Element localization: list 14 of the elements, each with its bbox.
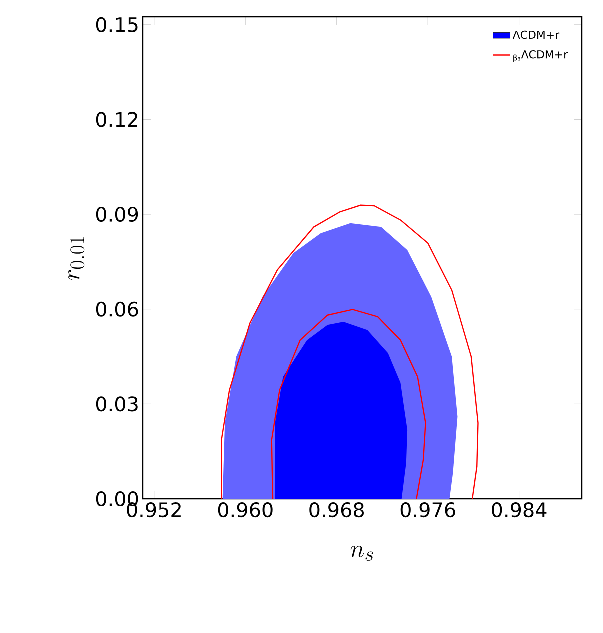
y-tick-label: 0.12 [96, 112, 138, 128]
y-axis-title: $r_{0.01}$ [68, 237, 85, 280]
y-tick-label: 0.15 [96, 17, 138, 32]
x-tick-label: 0.984 [492, 502, 547, 518]
x-tick-label: 0.968 [310, 502, 364, 518]
y-tick-label: 0.06 [96, 302, 138, 317]
legend-label: $_{β₃}$ΛCDM+r [514, 50, 568, 62]
x-axis-title: $n_s$ [350, 546, 374, 562]
x-tick-label: 0.960 [218, 502, 273, 518]
legend-label: ΛCDM+r [512, 30, 560, 40]
line-series [271, 309, 426, 499]
x-tick-label: 0.976 [400, 502, 456, 518]
y-tick-label: 0.03 [96, 396, 138, 412]
y-tick-label: 0.09 [96, 207, 138, 222]
